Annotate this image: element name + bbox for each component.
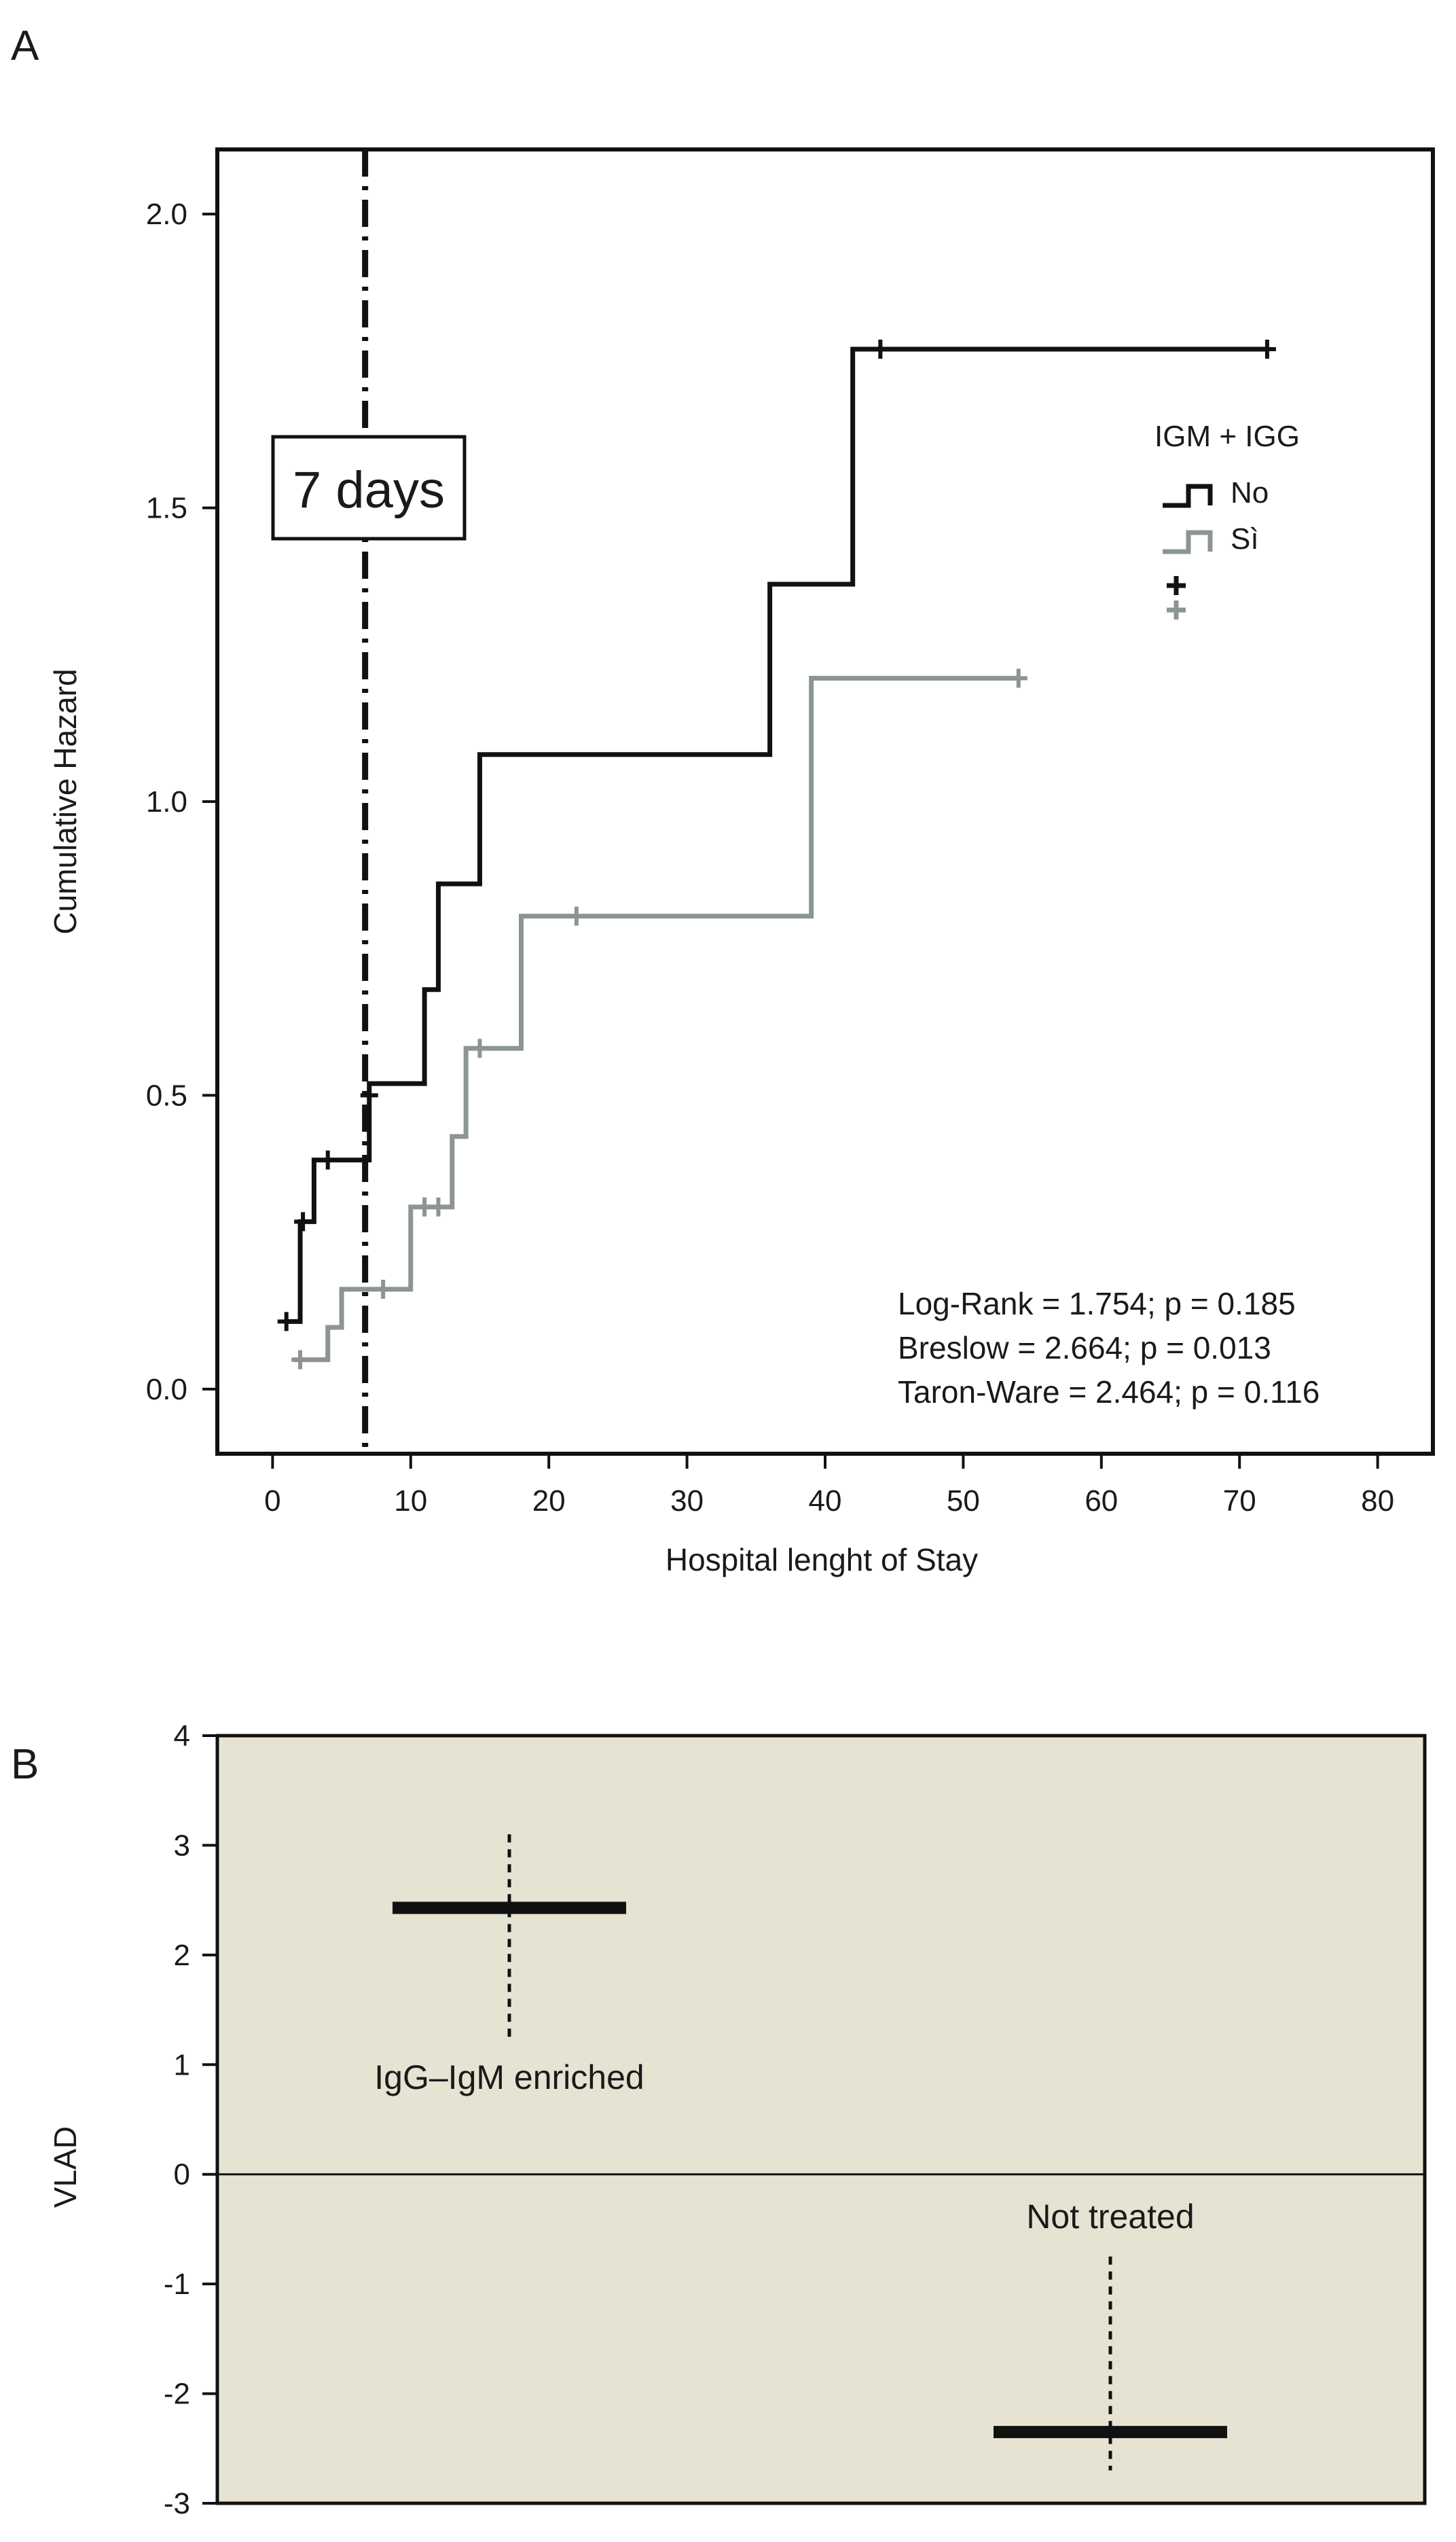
panel-b-groups: IgG–IgM enriched Not treated xyxy=(374,1834,1227,2471)
x-tick-label: 30 xyxy=(670,1484,704,1518)
y-tick-label: 2.0 xyxy=(146,198,187,231)
censor-mark-si xyxy=(374,1279,393,1299)
censor-mark-si xyxy=(291,1350,310,1370)
panel-a-y-axis-title: Cumulative Hazard xyxy=(48,668,83,934)
group-label: Not treated xyxy=(1026,2198,1194,2236)
legend-swatch-no xyxy=(1163,484,1213,508)
panel-a-label: A xyxy=(11,22,39,69)
x-tick-label: 80 xyxy=(1361,1484,1394,1518)
log-rank-statistic: Log-Rank = 1.754; p = 0.185 xyxy=(898,1286,1296,1321)
x-tick-label: 60 xyxy=(1085,1484,1118,1518)
censor-mark-si xyxy=(567,906,585,926)
seven-day-callout-label: 7 days xyxy=(293,461,445,519)
censor-mark-no xyxy=(871,340,890,359)
y-tick-label: 1.0 xyxy=(146,785,187,819)
group-label: IgG–IgM enriched xyxy=(374,2058,644,2096)
seven-day-callout-box xyxy=(271,435,467,541)
y-tick-label: 1 xyxy=(174,2048,190,2081)
y-tick-label: -2 xyxy=(164,2378,190,2411)
x-tick-label: 0 xyxy=(264,1484,280,1518)
x-tick-label: 40 xyxy=(809,1484,842,1518)
legend-label-si: Sì xyxy=(1231,522,1259,556)
y-tick-label: 1.5 xyxy=(146,492,187,525)
censor-mark-si xyxy=(429,1197,448,1217)
x-tick-label: 20 xyxy=(532,1484,566,1518)
y-tick-label: 3 xyxy=(174,1829,190,1862)
panel-a-x-axis-title: Hospital lenght of Stay xyxy=(666,1542,978,1577)
censor-mark-no xyxy=(1258,340,1276,359)
legend-censor-mark-no xyxy=(1167,576,1186,595)
panel-a-frame xyxy=(215,147,1435,1456)
panel-a-series xyxy=(277,340,1276,1370)
panel-a-test-statistics: Log-Rank = 1.754; p = 0.185 Breslow = 2.… xyxy=(898,1286,1320,1410)
panel-a-y-axis: 0.0 0.5 1.0 1.5 2.0 xyxy=(146,198,217,1406)
censor-mark-no xyxy=(294,1212,312,1232)
legend-censor-mark-si xyxy=(1167,601,1186,620)
y-tick-label: -3 xyxy=(164,2487,190,2520)
breslow-statistic: Breslow = 2.664; p = 0.013 xyxy=(898,1330,1271,1365)
seven-day-callout: 7 days xyxy=(271,435,467,541)
panel-a-legend: IGM + IGG No Sì xyxy=(1154,420,1300,620)
y-tick-label: -1 xyxy=(164,2268,190,2301)
legend-label-no: No xyxy=(1231,476,1269,509)
censor-mark-no xyxy=(318,1150,337,1170)
censor-mark-no xyxy=(360,1086,378,1105)
panel-a-x-axis: 0 10 20 30 40 50 60 70 80 xyxy=(264,1454,1394,1518)
panel-b-y-axis-title: VLAD xyxy=(48,2126,83,2208)
x-tick-label: 10 xyxy=(394,1484,427,1518)
taron-ware-statistic: Taron-Ware = 2.464; p = 0.116 xyxy=(898,1374,1320,1410)
x-tick-label: 50 xyxy=(947,1484,980,1518)
panel-b-label: B xyxy=(11,1741,39,1788)
panel-b: B 4 3 2 1 0 -1 -2 -3 VLAD IgG–IgM enriched Not t… xyxy=(11,1719,1427,2520)
panel-b-y-axis: 4 3 2 1 0 -1 -2 -3 xyxy=(164,1719,217,2520)
legend-swatch-si xyxy=(1163,530,1213,554)
censor-mark-si xyxy=(1009,668,1027,688)
y-tick-label: 0.5 xyxy=(146,1079,187,1112)
y-tick-label: 0 xyxy=(174,2158,190,2191)
y-tick-label: 4 xyxy=(174,1719,190,1753)
censor-mark-si xyxy=(471,1039,489,1058)
panel-b-plot-area xyxy=(215,1734,1427,2505)
x-tick-label: 70 xyxy=(1223,1484,1256,1518)
panel-a: A 0.0 0.5 1.0 1.5 2.0 0 10 20 30 40 50 60 70 80 Cumu… xyxy=(11,22,1435,1577)
censor-mark-no xyxy=(277,1312,295,1331)
y-tick-label: 0.0 xyxy=(146,1373,187,1406)
legend-title: IGM + IGG xyxy=(1154,420,1300,453)
series-line-si xyxy=(293,675,1019,1363)
y-tick-label: 2 xyxy=(174,1939,190,1972)
